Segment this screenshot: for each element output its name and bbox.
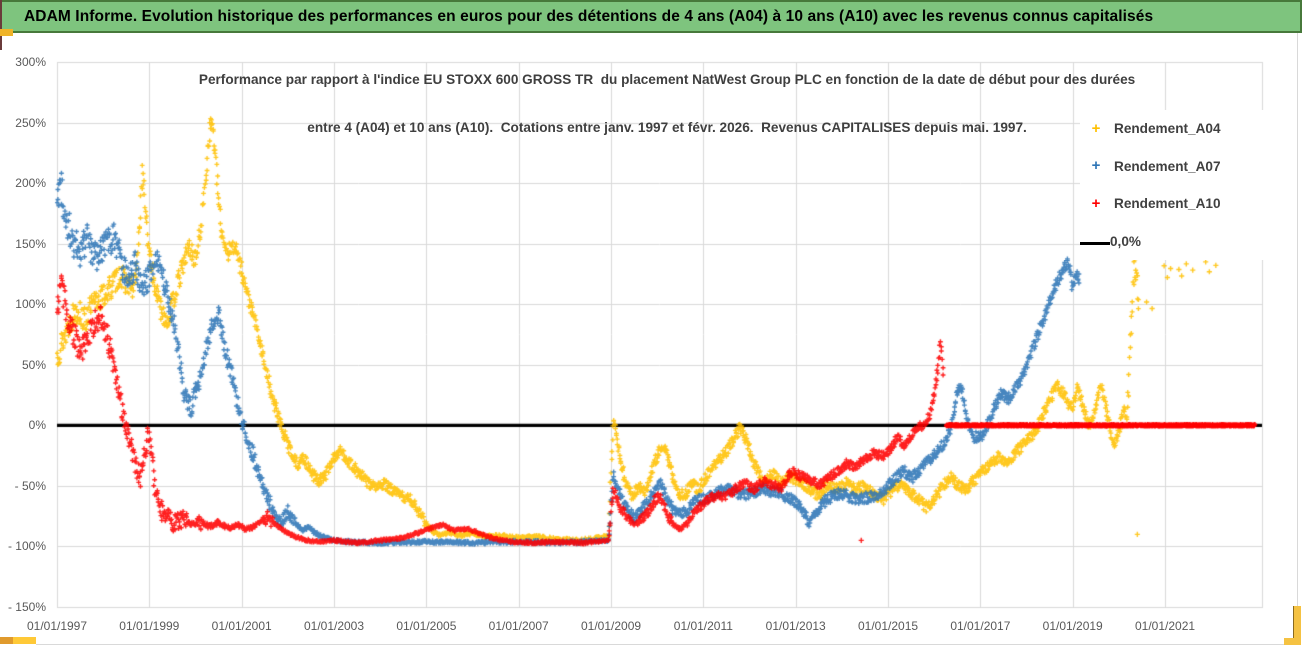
legend-label: Rendement_A04	[1114, 121, 1221, 137]
x-tick-label: 01/01/1999	[119, 619, 180, 633]
gold-accent-bottom-left	[13, 637, 36, 644]
chart-title-line2: entre 4 (A04) et 10 ans (A10). Cotations…	[307, 120, 1027, 135]
gold-accent-bottom-left-dark	[0, 637, 13, 644]
chart-object-bottom-border	[36, 644, 1284, 645]
report-header-bar: ADAM Informe. Evolution historique des p…	[0, 0, 1302, 33]
chart-legend[interactable]: + Rendement_A04 + Rendement_A07 + Rendement_A…	[1080, 110, 1266, 260]
legend-line-swatch	[1080, 232, 1110, 250]
x-tick-label: 01/01/2003	[303, 619, 365, 633]
y-tick-label: 250%	[15, 115, 46, 130]
y-tick-label: 300%	[15, 55, 46, 69]
legend-plus-icon: +	[1091, 119, 1101, 137]
x-tick-label: 01/01/2017	[950, 619, 1011, 633]
x-tick-label: 01/01/1997	[26, 619, 88, 633]
legend-plus-icon: +	[1091, 157, 1101, 175]
y-tick-label: 50%	[21, 357, 46, 372]
y-tick-label: - 50%	[14, 478, 46, 493]
legend-plus-icon: +	[1091, 194, 1101, 212]
y-tick-label: 100%	[15, 297, 46, 312]
y-tick-label: 150%	[15, 236, 46, 251]
legend-item-rendement-a04[interactable]: + Rendement_A04	[1080, 110, 1266, 148]
legend-label: Rendement_A10	[1114, 196, 1221, 212]
legend-item-0-0-[interactable]: 0,0%	[1080, 222, 1266, 260]
legend-item-rendement-a10[interactable]: + Rendement_A10	[1080, 185, 1266, 223]
x-tick-label: 01/01/2013	[765, 619, 826, 633]
x-tick-label: 01/01/2005	[396, 619, 457, 633]
legend-label: Rendement_A07	[1114, 158, 1221, 174]
chart-title: Performance par rapport à l'indice EU ST…	[57, 44, 1262, 164]
x-tick-label: 01/01/2015	[858, 619, 919, 633]
report-title: ADAM Informe. Evolution historique des p…	[24, 7, 1154, 25]
chart-title-line1: Performance par rapport à l'indice EU ST…	[198, 72, 1136, 87]
y-tick-label: - 150%	[7, 600, 46, 614]
y-tick-label: 0%	[28, 418, 46, 433]
x-tick-label: 01/01/2021	[1135, 619, 1196, 633]
y-tick-label: - 100%	[7, 539, 46, 554]
x-tick-label: 01/01/2009	[580, 619, 642, 633]
window-edge-decor	[0, 0, 2, 50]
chart-object-right-border	[1297, 33, 1298, 645]
x-tick-label: 01/01/2007	[488, 619, 549, 633]
gold-accent-top-left	[0, 29, 13, 36]
legend-label: 0,0%	[1110, 233, 1141, 249]
legend-item-rendement-a07[interactable]: + Rendement_A07	[1080, 147, 1266, 185]
gold-accent-bottom-right-horizontal	[1284, 638, 1300, 645]
x-tick-label: 01/01/2011	[673, 619, 733, 633]
x-tick-label: 01/01/2001	[211, 619, 272, 633]
y-tick-label: 200%	[15, 176, 46, 191]
gold-accent-bottom-right-vertical	[1293, 606, 1301, 645]
x-tick-label: 01/01/2019	[1042, 619, 1103, 633]
